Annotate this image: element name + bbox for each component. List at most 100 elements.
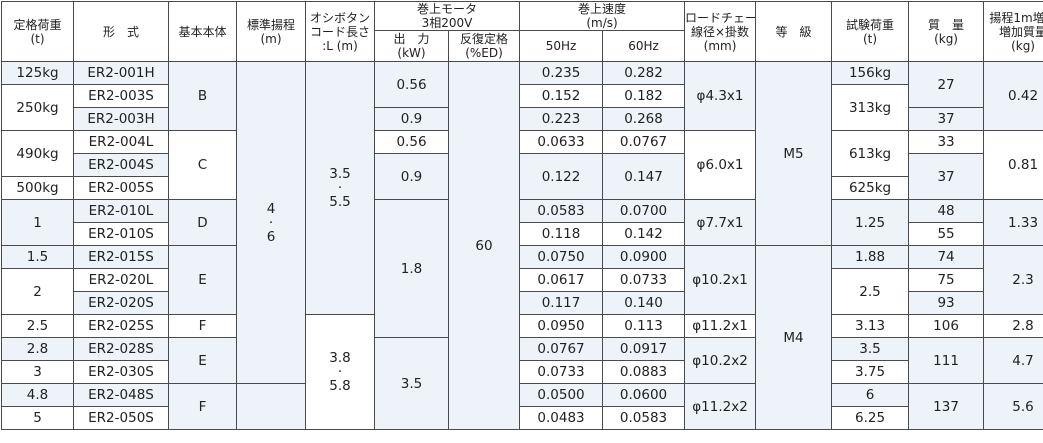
output-cell: 0.56 [375, 131, 449, 154]
chain-cell: φ6.0x1 [685, 131, 756, 200]
rated-load-cell: 1.5 [2, 246, 74, 269]
speed-50hz-cell: 0.118 [520, 223, 603, 246]
test-load-cell: 613kg [832, 131, 909, 177]
table-row: 5 ER2-050S 0.0483 0.0583 6.25 [2, 407, 1043, 430]
table-row: 250kg ER2-003S 0.152 0.182 313kg [2, 85, 1043, 108]
speed-60hz-cell: 0.113 [603, 315, 685, 338]
speed-60hz-cell: 0.0600 [603, 384, 685, 407]
test-load-cell: 3.5 [832, 338, 909, 361]
table-row: 4.8 ER2-048S F 0.0500 0.0600 φ11.2x2 6 1… [2, 384, 1043, 407]
speed-60hz-cell: 0.0917 [603, 338, 685, 361]
body-cell: E [169, 338, 237, 384]
model-cell: ER2-001H [74, 62, 169, 85]
mass-cell: 37 [909, 154, 984, 200]
chain-cell: φ10.2x1 [685, 246, 756, 315]
speed-50hz-cell: 0.117 [520, 292, 603, 315]
rated-load-cell: 3 [2, 361, 74, 384]
model-cell: ER2-004L [74, 131, 169, 154]
header-chain: ロードチェーン線径×掛数(mm) [685, 2, 756, 62]
model-cell: ER2-020S [74, 292, 169, 315]
mass-cell: 111 [909, 338, 984, 384]
speed-60hz-cell: 0.140 [603, 292, 685, 315]
table-row: 125kg ER2-001H B 4·6 3.5·5.5 0.56 60 0.2… [2, 62, 1043, 85]
rated-load-cell: 250kg [2, 85, 74, 131]
header-rating: 反復定格(%ED) [449, 31, 520, 62]
spec-table: 定格荷重(t) 形 式 基本本体 標準揚程(m) オシボタンコード長さ:L (m… [1, 1, 1043, 430]
test-load-cell: 6 [832, 384, 909, 407]
header-speed: 巻上速度(m/s) [520, 2, 685, 31]
model-cell: ER2-030S [74, 361, 169, 384]
std-lift-cell: 4·6 [237, 62, 306, 384]
header-50hz: 50Hz [520, 31, 603, 62]
mass-cell: 27 [909, 62, 984, 108]
body-cell: B [169, 62, 237, 131]
extra-mass-cell: 0.81 [984, 131, 1043, 200]
speed-50hz-cell: 0.235 [520, 62, 603, 85]
extra-mass-cell: 4.7 [984, 338, 1043, 384]
mass-cell: 74 [909, 246, 984, 269]
body-cell: F [169, 315, 237, 338]
speed-50hz-cell: 0.223 [520, 108, 603, 131]
speed-50hz-cell: 0.0750 [520, 246, 603, 269]
rated-load-cell: 125kg [2, 62, 74, 85]
speed-50hz-cell: 0.0733 [520, 361, 603, 384]
model-cell: ER2-015S [74, 246, 169, 269]
speed-50hz-cell: 0.122 [520, 154, 603, 200]
speed-60hz-cell: 0.0583 [603, 407, 685, 430]
mass-cell: 93 [909, 292, 984, 315]
test-load-cell: 1.25 [832, 200, 909, 246]
speed-60hz-cell: 0.282 [603, 62, 685, 85]
model-cell: ER2-005S [74, 177, 169, 200]
rated-load-cell: 2.8 [2, 338, 74, 361]
rated-load-cell: 4.8 [2, 384, 74, 407]
header-grade: 等 級 [756, 2, 832, 62]
rated-load-cell: 2 [2, 269, 74, 315]
extra-mass-cell: 1.33 [984, 200, 1043, 246]
speed-50hz-cell: 0.0617 [520, 269, 603, 292]
test-load-cell: 1.88 [832, 246, 909, 269]
table-row: 1 ER2-010L D 1.8 0.0583 0.0700 φ7.7x1 1.… [2, 200, 1043, 223]
speed-60hz-cell: 0.147 [603, 154, 685, 200]
header-60hz: 60Hz [603, 31, 685, 62]
table-row: 2 ER2-020L 0.0617 0.0733 2.5 75 [2, 269, 1043, 292]
model-cell: ER2-025S [74, 315, 169, 338]
speed-60hz-cell: 0.0767 [603, 131, 685, 154]
output-cell: 3.5 [375, 338, 449, 430]
chain-cell: φ10.2x2 [685, 338, 756, 384]
body-cell: C [169, 131, 237, 200]
table-row: 2.8 ER2-028S E 3.5 0.0767 0.0917 φ10.2x2… [2, 338, 1043, 361]
speed-60hz-cell: 0.0700 [603, 200, 685, 223]
header-output: 出 力(kW) [375, 31, 449, 62]
chain-cell: φ7.7x1 [685, 200, 756, 246]
test-load-cell: 2.5 [832, 269, 909, 315]
mass-cell: 55 [909, 223, 984, 246]
test-load-cell: 156kg [832, 62, 909, 85]
speed-50hz-cell: 0.0500 [520, 384, 603, 407]
model-cell: ER2-048S [74, 384, 169, 407]
model-cell: ER2-003S [74, 85, 169, 108]
model-cell: ER2-010L [74, 200, 169, 223]
header-body: 基本本体 [169, 2, 237, 62]
extra-mass-cell: 2.8 [984, 315, 1043, 338]
model-cell: ER2-003H [74, 108, 169, 131]
output-cell: 0.56 [375, 62, 449, 108]
speed-50hz-cell: 0.0767 [520, 338, 603, 361]
test-load-cell: 313kg [832, 85, 909, 131]
speed-60hz-cell: 0.0900 [603, 246, 685, 269]
grade-cell: M5 [756, 62, 832, 246]
header-mass: 質 量(kg) [909, 2, 984, 62]
test-load-cell: 625kg [832, 177, 909, 200]
speed-60hz-cell: 0.182 [603, 85, 685, 108]
rated-load-cell: 2.5 [2, 315, 74, 338]
test-load-cell: 6.25 [832, 407, 909, 430]
cord-length-cell: 3.8·5.8 [306, 315, 375, 430]
table-row: 2.5 ER2-025S F 3.8·5.8 0.0950 0.113 φ11.… [2, 315, 1043, 338]
header-rated-load: 定格荷重(t) [2, 2, 74, 62]
speed-60hz-cell: 0.0883 [603, 361, 685, 384]
extra-mass-cell: 0.42 [984, 62, 1043, 131]
extra-mass-cell: 2.3 [984, 246, 1043, 315]
model-cell: ER2-050S [74, 407, 169, 430]
header-pb-cord: オシボタンコード長さ:L (m) [306, 2, 375, 62]
model-cell: ER2-020L [74, 269, 169, 292]
